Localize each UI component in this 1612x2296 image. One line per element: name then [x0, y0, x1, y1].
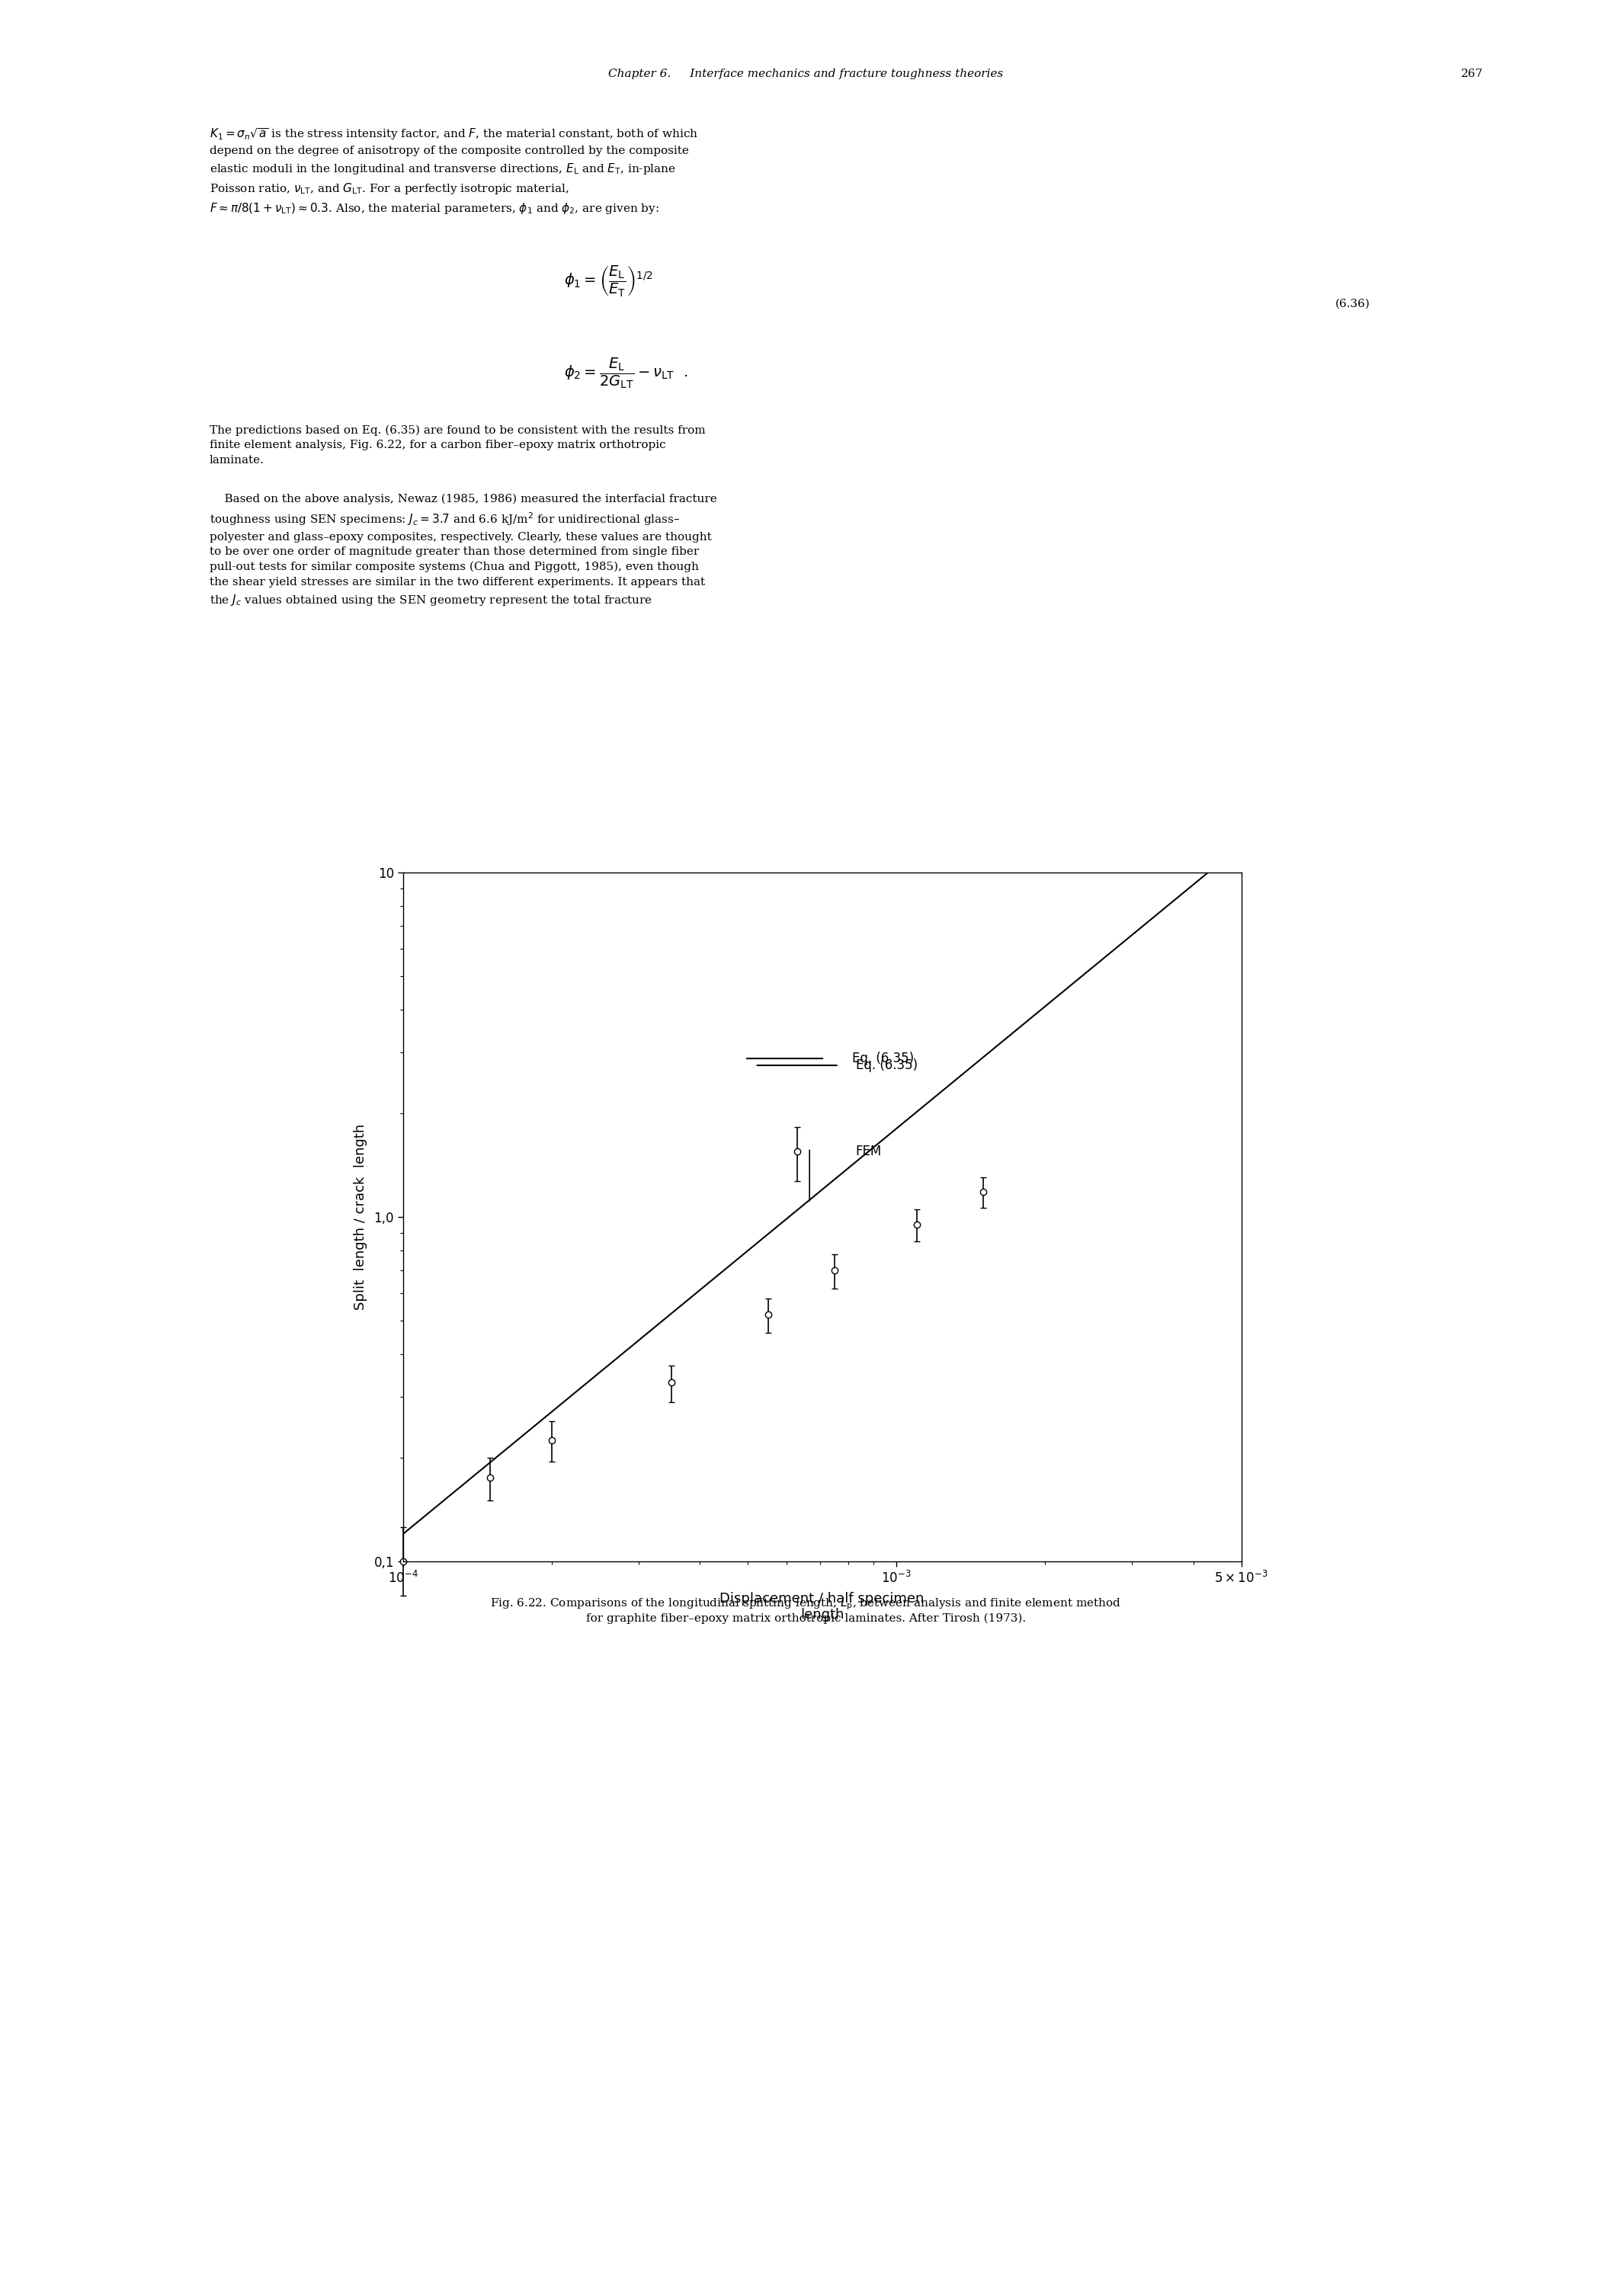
Text: 267: 267	[1460, 69, 1483, 80]
Text: The predictions based on Eq. (6.35) are found to be consistent with the results : The predictions based on Eq. (6.35) are …	[210, 425, 706, 466]
Text: (6.36): (6.36)	[1335, 298, 1370, 310]
X-axis label: Displacement / half specimen
length: Displacement / half specimen length	[721, 1591, 924, 1621]
Text: $\phi_1 = \left(\dfrac{E_\mathrm{L}}{E_\mathrm{T}}\right)^{1/2}$: $\phi_1 = \left(\dfrac{E_\mathrm{L}}{E_\…	[564, 264, 653, 298]
Text: $K_1 = \sigma_n\sqrt{a}$ is the stress intensity factor, and $F$, the material c: $K_1 = \sigma_n\sqrt{a}$ is the stress i…	[210, 126, 698, 216]
Text: Fig. 6.22. Comparisons of the longitudinal splitting length, $L_\mathrm{p}$, bet: Fig. 6.22. Comparisons of the longitudin…	[490, 1596, 1122, 1623]
Text: Eq. (6.35): Eq. (6.35)	[853, 1052, 914, 1065]
Y-axis label: Split  length / crack  length: Split length / crack length	[353, 1123, 368, 1311]
Text: FEM: FEM	[856, 1146, 882, 1157]
Text: Chapter 6.    Interface mechanics and fracture toughness theories: Chapter 6. Interface mechanics and fract…	[608, 69, 1004, 80]
Text: Eq. (6.35): Eq. (6.35)	[856, 1058, 917, 1072]
Text: $\phi_2 = \dfrac{E_\mathrm{L}}{2G_\mathrm{LT}} - \nu_\mathrm{LT}$  .: $\phi_2 = \dfrac{E_\mathrm{L}}{2G_\mathr…	[564, 356, 688, 390]
Text: Based on the above analysis, Newaz (1985, 1986) measured the interfacial fractur: Based on the above analysis, Newaz (1985…	[210, 494, 717, 606]
